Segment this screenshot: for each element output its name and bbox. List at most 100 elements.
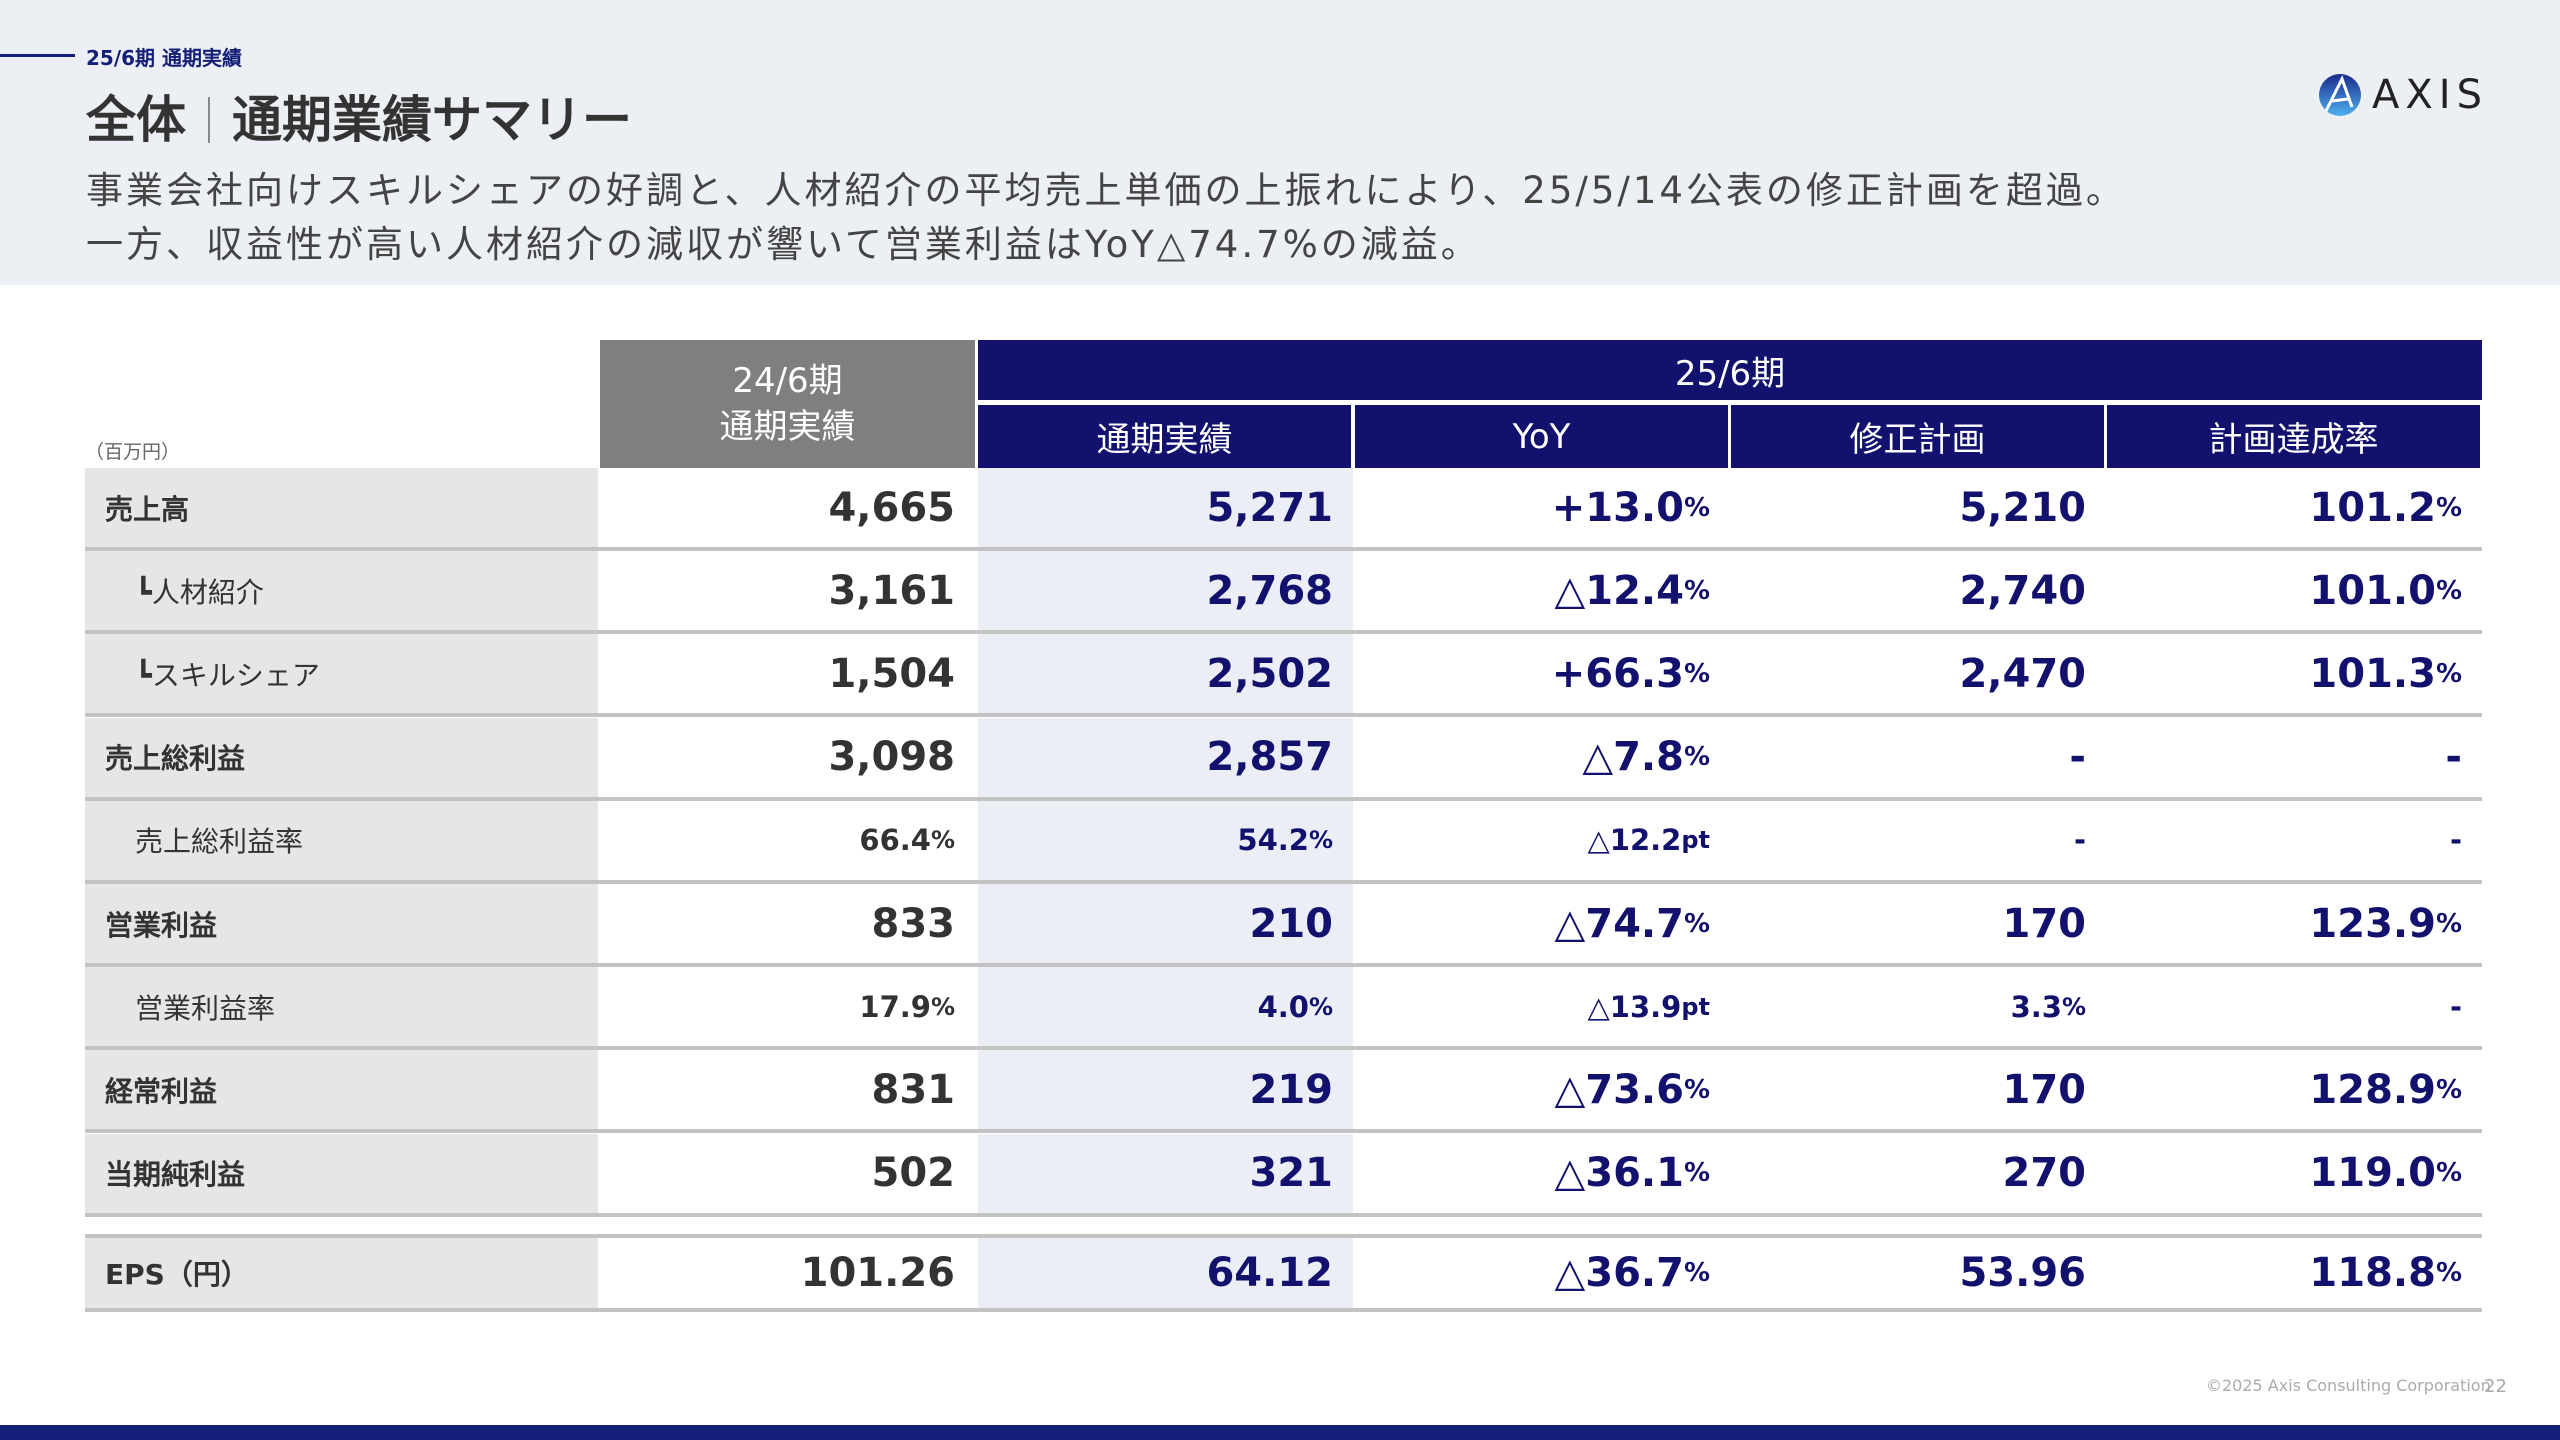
value: 53.96 <box>1959 1250 2086 1296</box>
value: 2,740 <box>1959 567 2086 614</box>
row-label: 経常利益 <box>85 1050 598 1130</box>
header-25-6-group: 25/6期 <box>978 340 2482 400</box>
value: △7.8 <box>1582 734 1684 781</box>
value-24-6: 3,098 <box>600 717 975 797</box>
value-yoy: △36.1% <box>1355 1133 1730 1213</box>
value-yoy: △12.4% <box>1355 551 1730 631</box>
value: 128.9 <box>2309 1066 2436 1113</box>
value: 5,271 <box>1206 484 1333 531</box>
row-divider <box>85 1212 2482 1217</box>
value-24-6: 831 <box>600 1050 975 1130</box>
value-25-6: 5,271 <box>978 468 1353 547</box>
unit: % <box>1683 575 1710 606</box>
unit: % <box>1683 1158 1710 1189</box>
title-left: 全体 <box>86 91 186 149</box>
unit: % <box>1683 1258 1710 1288</box>
row-divider <box>85 547 2482 551</box>
unit: % <box>2435 575 2462 606</box>
unit: % <box>2435 1158 2462 1189</box>
value: 2,857 <box>1206 734 1333 781</box>
value: 101.0 <box>2309 567 2436 614</box>
value-25-6: 2,502 <box>978 634 1353 714</box>
value-plan: 5,210 <box>1731 468 2106 547</box>
value-rate: - <box>2107 800 2482 880</box>
header-24-6-line: 通期実績 <box>719 407 856 447</box>
value: 118.8 <box>2309 1250 2436 1296</box>
value-rate: 123.9% <box>2107 884 2482 963</box>
row-label: ┗スキルシェア <box>85 634 598 714</box>
unit: % <box>1308 992 1333 1021</box>
unit: pt <box>1681 826 1710 855</box>
value: 833 <box>871 900 956 947</box>
value-rate: 119.0% <box>2107 1133 2482 1213</box>
value-plan: - <box>1731 800 2106 880</box>
axis-logo: AXIS <box>2318 72 2488 118</box>
value-24-6: 502 <box>600 1133 975 1213</box>
value: △36.1 <box>1554 1150 1684 1197</box>
unit: % <box>1683 1074 1710 1105</box>
value: 502 <box>871 1150 956 1197</box>
value: - <box>2069 734 2086 781</box>
value-24-6: 66.4% <box>600 800 975 880</box>
value-rate: - <box>2107 967 2482 1047</box>
value: △13.9 <box>1587 989 1682 1024</box>
title-divider <box>208 97 210 143</box>
page-title: 全体 通期業績サマリー <box>86 80 632 152</box>
header-col: 修正計画 <box>1731 405 2104 468</box>
value-25-6: 321 <box>978 1133 1353 1213</box>
header-24-6-line: 24/6期 <box>732 361 843 401</box>
value-yoy: △12.2 pt <box>1355 800 1730 880</box>
unit: % <box>1308 826 1333 855</box>
value-yoy: △7.8% <box>1355 717 1730 797</box>
value: +13.0 <box>1551 484 1684 531</box>
row-label: 営業利益 <box>85 884 598 963</box>
value: 54.2 <box>1237 823 1309 858</box>
breadcrumb-line <box>0 54 75 57</box>
value: 2,470 <box>1959 650 2086 697</box>
row-divider <box>85 1046 2482 1051</box>
value-rate: 101.2% <box>2107 468 2482 547</box>
value-24-6: 3,161 <box>600 551 975 631</box>
value-plan: 270 <box>1731 1133 2106 1213</box>
row-divider <box>85 713 2482 718</box>
value-yoy: △13.9 pt <box>1355 967 1730 1047</box>
value: - <box>2449 823 2462 858</box>
unit: % <box>1683 658 1710 689</box>
value: 3,161 <box>828 567 955 614</box>
value: △36.7 <box>1554 1250 1684 1296</box>
unit: pt <box>1681 992 1710 1021</box>
unit: % <box>2435 1074 2462 1105</box>
value-yoy: +13.0% <box>1355 468 1730 547</box>
value: 4.0 <box>1257 989 1309 1024</box>
breadcrumb: 25/6期 通期実績 <box>86 46 243 70</box>
unit: % <box>2435 908 2462 939</box>
footer-bar <box>0 1425 2560 1440</box>
unit: % <box>2435 1258 2462 1288</box>
value: △12.4 <box>1554 567 1684 614</box>
header-col: 通期実績 <box>978 405 1351 468</box>
value: 219 <box>1249 1066 1334 1113</box>
value: 2,768 <box>1206 567 1333 614</box>
row-divider <box>85 796 2482 801</box>
value: 170 <box>2002 1066 2087 1113</box>
page-number: 22 <box>2484 1376 2507 1397</box>
value: 270 <box>2002 1150 2087 1197</box>
row-label: 営業利益率 <box>85 967 598 1047</box>
unit: % <box>2435 658 2462 689</box>
value-plan: 2,470 <box>1731 634 2106 714</box>
value: 101.2 <box>2309 484 2436 531</box>
logo-text: AXIS <box>2372 72 2488 118</box>
value-rate: 128.9% <box>2107 1050 2482 1130</box>
unit: % <box>930 992 955 1021</box>
header-24-6: 24/6期通期実績 <box>600 340 975 468</box>
value-25-6: 4.0% <box>978 967 1353 1047</box>
value: 1,504 <box>828 650 955 697</box>
value: 3.3 <box>2010 989 2062 1024</box>
value: 210 <box>1249 900 1334 947</box>
unit: % <box>1683 908 1710 939</box>
value-24-6: 101.26 <box>600 1238 975 1308</box>
value: +66.3 <box>1551 650 1684 697</box>
row-divider <box>85 630 2482 635</box>
value-plan: 2,740 <box>1731 551 2106 631</box>
value-plan: 170 <box>1731 1050 2106 1130</box>
